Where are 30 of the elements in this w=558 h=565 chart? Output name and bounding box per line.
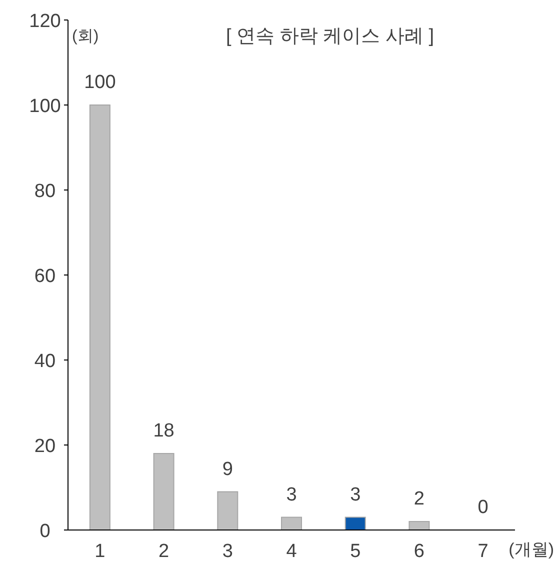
y-tick-label: 0 [40,521,50,542]
chart-title: [ 연속 하락 케이스 사례 ] [226,26,434,47]
y-tick-label: 120 [29,11,61,32]
x-tick-label: 4 [286,541,298,562]
x-tick-label: 2 [158,541,170,562]
data-label: 9 [222,458,233,480]
y-tick-label: 80 [34,181,56,202]
bar [89,104,110,530]
bar [153,453,174,530]
y-tick-label: 40 [34,351,56,372]
bar [408,521,430,530]
y-tick-label: 60 [34,266,56,287]
data-label: 100 [84,72,116,93]
data-label: 3 [350,484,361,506]
x-tick-label: 3 [222,541,233,562]
bar [344,516,366,530]
data-label: 18 [153,420,174,442]
x-axis-title: (개월) [508,540,554,559]
x-tick-label: 6 [414,541,425,562]
data-label: 0 [478,497,488,518]
bar [281,516,302,530]
x-tick-label: 5 [350,541,361,562]
x-tick-label: 7 [478,541,488,562]
data-label: 3 [286,484,297,506]
y-axis-title: (회) [72,28,99,45]
y-tick-label: 100 [29,96,61,117]
data-label: 2 [414,488,425,510]
bar [217,491,238,530]
x-tick-label: 1 [94,541,106,562]
y-tick-label: 20 [34,436,56,457]
